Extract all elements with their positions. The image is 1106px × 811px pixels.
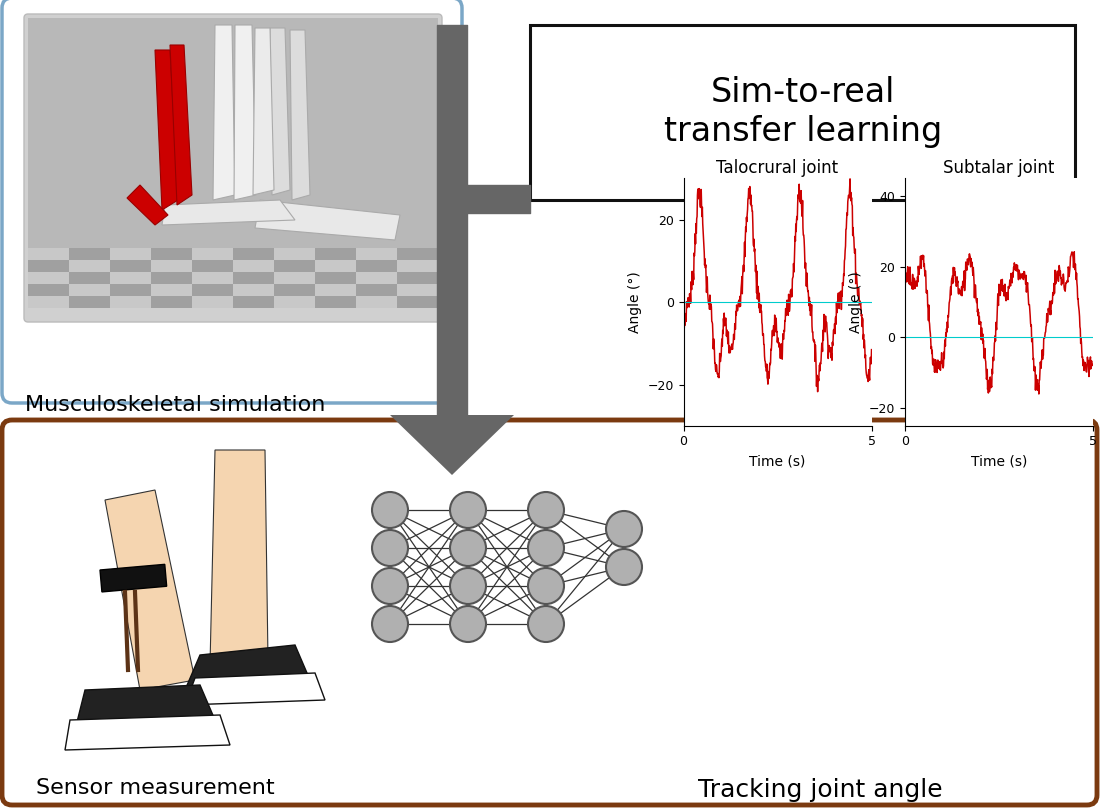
Polygon shape [234, 25, 255, 200]
Y-axis label: Angle (°): Angle (°) [849, 271, 863, 333]
Circle shape [450, 606, 486, 642]
Polygon shape [75, 685, 215, 730]
Bar [69, 272, 109, 284]
Bar [315, 296, 356, 308]
Polygon shape [170, 45, 192, 205]
Polygon shape [127, 185, 168, 225]
Bar [192, 260, 233, 272]
Polygon shape [390, 415, 514, 475]
Polygon shape [270, 28, 290, 195]
Bar [69, 296, 109, 308]
Bar [356, 248, 397, 260]
Bar [28, 260, 69, 272]
Bar [152, 260, 192, 272]
Title: Talocrural joint: Talocrural joint [717, 159, 838, 177]
Polygon shape [65, 715, 230, 750]
Circle shape [528, 568, 564, 604]
Circle shape [528, 492, 564, 528]
Bar [69, 248, 109, 260]
FancyBboxPatch shape [24, 14, 442, 322]
Bar [152, 272, 192, 284]
Bar [109, 260, 152, 272]
Bar [315, 260, 356, 272]
Bar [356, 284, 397, 296]
Bar [397, 284, 438, 296]
Bar [152, 284, 192, 296]
Bar [69, 284, 109, 296]
X-axis label: Time (s): Time (s) [750, 454, 805, 468]
Circle shape [606, 549, 641, 585]
Bar [109, 296, 152, 308]
X-axis label: Time (s): Time (s) [971, 454, 1026, 468]
Bar [28, 18, 438, 248]
Text: Sim-to-real
transfer learning: Sim-to-real transfer learning [664, 76, 942, 148]
Polygon shape [255, 200, 400, 240]
Bar [274, 272, 315, 284]
Polygon shape [253, 28, 274, 195]
Polygon shape [213, 25, 234, 200]
Circle shape [528, 530, 564, 566]
Bar [109, 284, 152, 296]
Circle shape [372, 530, 408, 566]
Circle shape [372, 492, 408, 528]
Bar [28, 272, 69, 284]
Title: Subtalar joint: Subtalar joint [943, 159, 1054, 177]
Bar [233, 248, 274, 260]
Circle shape [450, 492, 486, 528]
Circle shape [372, 606, 408, 642]
Bar [397, 248, 438, 260]
Bar [315, 272, 356, 284]
Circle shape [528, 606, 564, 642]
Text: Tracking joint angle: Tracking joint angle [698, 778, 942, 802]
Polygon shape [105, 490, 195, 690]
Bar [233, 284, 274, 296]
Text: Musculoskeletal simulation: Musculoskeletal simulation [25, 395, 325, 415]
Bar [274, 248, 315, 260]
Circle shape [606, 511, 641, 547]
Bar [274, 296, 315, 308]
Bar [233, 272, 274, 284]
FancyBboxPatch shape [2, 0, 462, 403]
Circle shape [450, 530, 486, 566]
Bar [315, 248, 356, 260]
Bar [397, 272, 438, 284]
Polygon shape [185, 673, 325, 705]
Bar [274, 284, 315, 296]
Polygon shape [155, 50, 178, 210]
Bar [356, 296, 397, 308]
Bar [233, 296, 274, 308]
Polygon shape [185, 645, 310, 690]
Bar [233, 260, 274, 272]
Circle shape [450, 568, 486, 604]
Bar [69, 260, 109, 272]
Bar [152, 248, 192, 260]
Polygon shape [290, 30, 310, 200]
Bar [100, 564, 167, 592]
Bar [315, 284, 356, 296]
Bar [192, 248, 233, 260]
Circle shape [372, 568, 408, 604]
Text: Sensor measurement: Sensor measurement [35, 778, 274, 798]
Bar [28, 296, 69, 308]
Bar [192, 284, 233, 296]
FancyBboxPatch shape [530, 25, 1075, 200]
Polygon shape [210, 450, 268, 665]
Bar [28, 248, 69, 260]
Bar [152, 296, 192, 308]
Bar [397, 296, 438, 308]
Bar [109, 248, 152, 260]
Y-axis label: Angle (°): Angle (°) [628, 271, 641, 333]
Bar [192, 296, 233, 308]
FancyBboxPatch shape [2, 420, 1097, 805]
Bar [356, 272, 397, 284]
Polygon shape [161, 200, 295, 225]
Bar [192, 272, 233, 284]
Bar [356, 260, 397, 272]
Bar [274, 260, 315, 272]
Bar [397, 260, 438, 272]
Bar [109, 272, 152, 284]
Bar [28, 284, 69, 296]
